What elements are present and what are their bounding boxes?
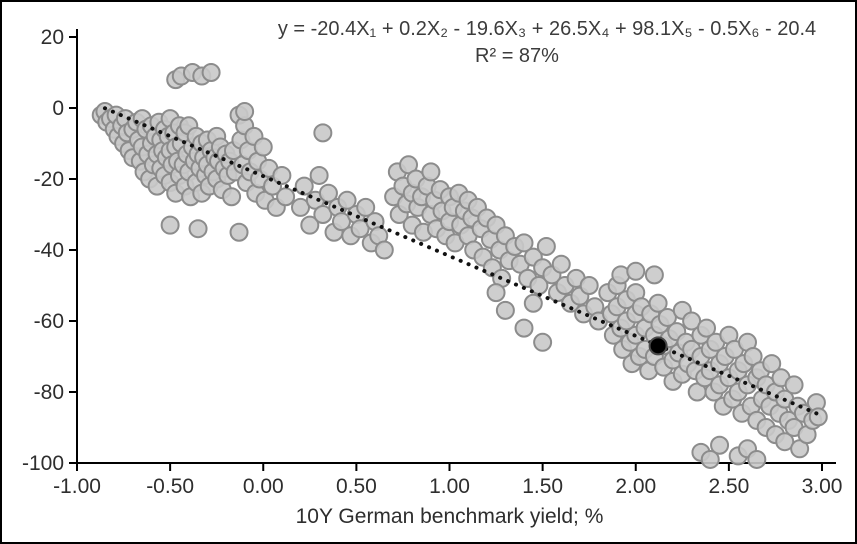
x-tick-label: 2.00 (615, 475, 656, 498)
scatter-point (514, 233, 534, 253)
scatter-point (235, 102, 255, 122)
scatter-point (775, 432, 795, 452)
scatter-point (421, 162, 441, 182)
trendline-dotted (102, 106, 824, 418)
regression-equation: y = -20.4X₁ + 0.2X₂ - 19.6X₃ + 26.5X₄ + … (277, 18, 817, 40)
scatter-point (533, 332, 553, 352)
scatter-point (276, 187, 296, 207)
scatter-point (808, 407, 828, 427)
scatter-point (331, 212, 351, 232)
x-tick-label: 3.00 (802, 475, 843, 498)
scatter-point (291, 197, 310, 217)
x-axis-title: 10Y German benchmark yield; % (295, 505, 604, 528)
y-tick-label: -40 (34, 239, 64, 262)
x-tick-label: -0.50 (146, 475, 194, 498)
scatter-point (294, 176, 314, 196)
scatter-point (374, 240, 394, 260)
y-tick-label: 0 (52, 97, 64, 120)
scatter-point (514, 318, 534, 338)
scatter-point (523, 293, 543, 313)
scatter-point (201, 63, 221, 82)
scatter-point (579, 276, 599, 295)
scatter-point (356, 197, 376, 217)
x-tick-label: -1.00 (53, 475, 101, 498)
scatter-point (644, 265, 664, 285)
highlighted-point (648, 336, 668, 356)
scatter-point (318, 183, 338, 203)
scatter-point (536, 236, 556, 256)
scatter-point (253, 137, 273, 157)
scatter-point (229, 222, 249, 242)
scatter-point (626, 261, 646, 281)
scatter-point (272, 165, 292, 185)
scatter-point (700, 449, 720, 469)
x-tick-label: 1.00 (429, 475, 470, 498)
scatter-point (350, 219, 370, 239)
scatter-point (551, 254, 571, 274)
y-tick-label: -60 (34, 310, 64, 333)
scatter-point (313, 123, 333, 143)
scatter-point (495, 300, 515, 320)
scatter-point (222, 187, 242, 207)
scatter-point (747, 449, 767, 469)
scatter-point (337, 190, 357, 210)
x-tick-label: 0.00 (243, 475, 284, 498)
y-tick-label: -100 (22, 452, 64, 475)
scatter-point (309, 165, 329, 185)
scatter-point (313, 205, 333, 224)
scatter-point (657, 307, 677, 327)
scatter-point (300, 215, 320, 235)
scatter-point (697, 318, 717, 338)
y-tick-label: -80 (34, 381, 64, 404)
x-tick-label: 1.50 (522, 475, 563, 498)
scatter-point (160, 215, 180, 235)
scatter-point (762, 354, 782, 374)
x-tick-label: 2.50 (708, 475, 749, 498)
scatter-point (648, 293, 668, 313)
scatter-point (784, 375, 804, 395)
r-squared-label: R² = 87% (475, 45, 559, 67)
x-tick-label: 0.50 (336, 475, 377, 498)
scatter-point (710, 435, 730, 455)
scatter-point (188, 219, 208, 239)
scatter-point (486, 283, 506, 303)
scatter-point (682, 311, 702, 331)
y-tick-label: -20 (34, 168, 64, 191)
y-tick-label: 20 (41, 26, 64, 49)
